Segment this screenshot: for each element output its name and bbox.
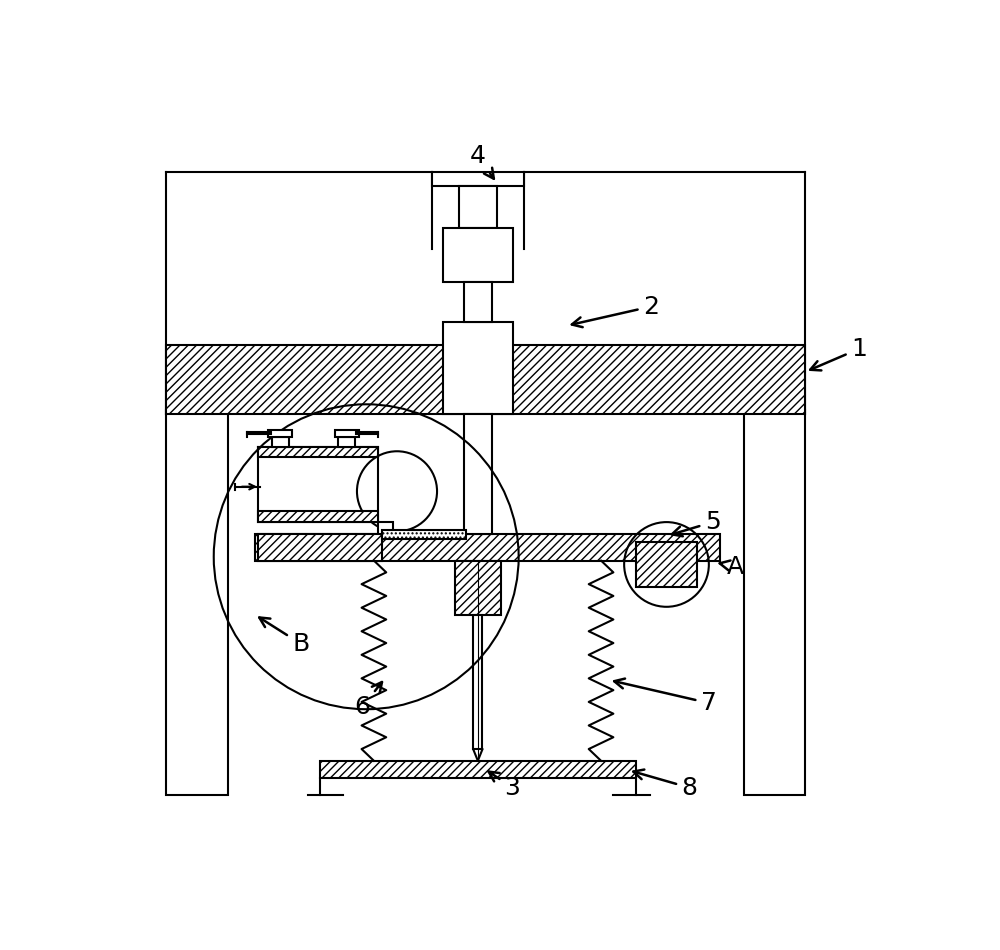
Bar — [443, 322, 512, 414]
Bar — [166, 410, 228, 795]
Bar — [636, 542, 697, 587]
Text: B: B — [259, 618, 309, 655]
Text: 8: 8 — [633, 770, 698, 800]
Bar — [166, 345, 805, 414]
Bar — [382, 530, 466, 539]
Text: 4: 4 — [470, 144, 494, 179]
Bar — [464, 282, 492, 322]
Bar — [455, 560, 501, 615]
Bar — [258, 446, 378, 457]
Bar — [258, 534, 382, 560]
Bar — [338, 437, 355, 446]
Text: A: A — [720, 555, 744, 579]
Bar — [459, 185, 497, 228]
Bar — [473, 615, 482, 750]
Text: 6: 6 — [354, 682, 382, 719]
Bar — [378, 522, 393, 536]
Text: 5: 5 — [672, 510, 721, 536]
Bar — [744, 410, 805, 795]
Bar — [335, 429, 359, 437]
Text: 3: 3 — [489, 771, 520, 800]
Bar — [255, 534, 720, 560]
Bar — [464, 414, 492, 534]
Text: 7: 7 — [614, 678, 717, 715]
Text: 1: 1 — [810, 337, 867, 370]
Bar — [268, 429, 292, 437]
Bar — [443, 228, 512, 282]
Bar — [432, 172, 524, 185]
Bar — [258, 511, 378, 522]
Bar — [258, 446, 378, 523]
Text: 2: 2 — [572, 294, 659, 327]
Bar — [272, 437, 289, 446]
Bar — [320, 761, 636, 778]
